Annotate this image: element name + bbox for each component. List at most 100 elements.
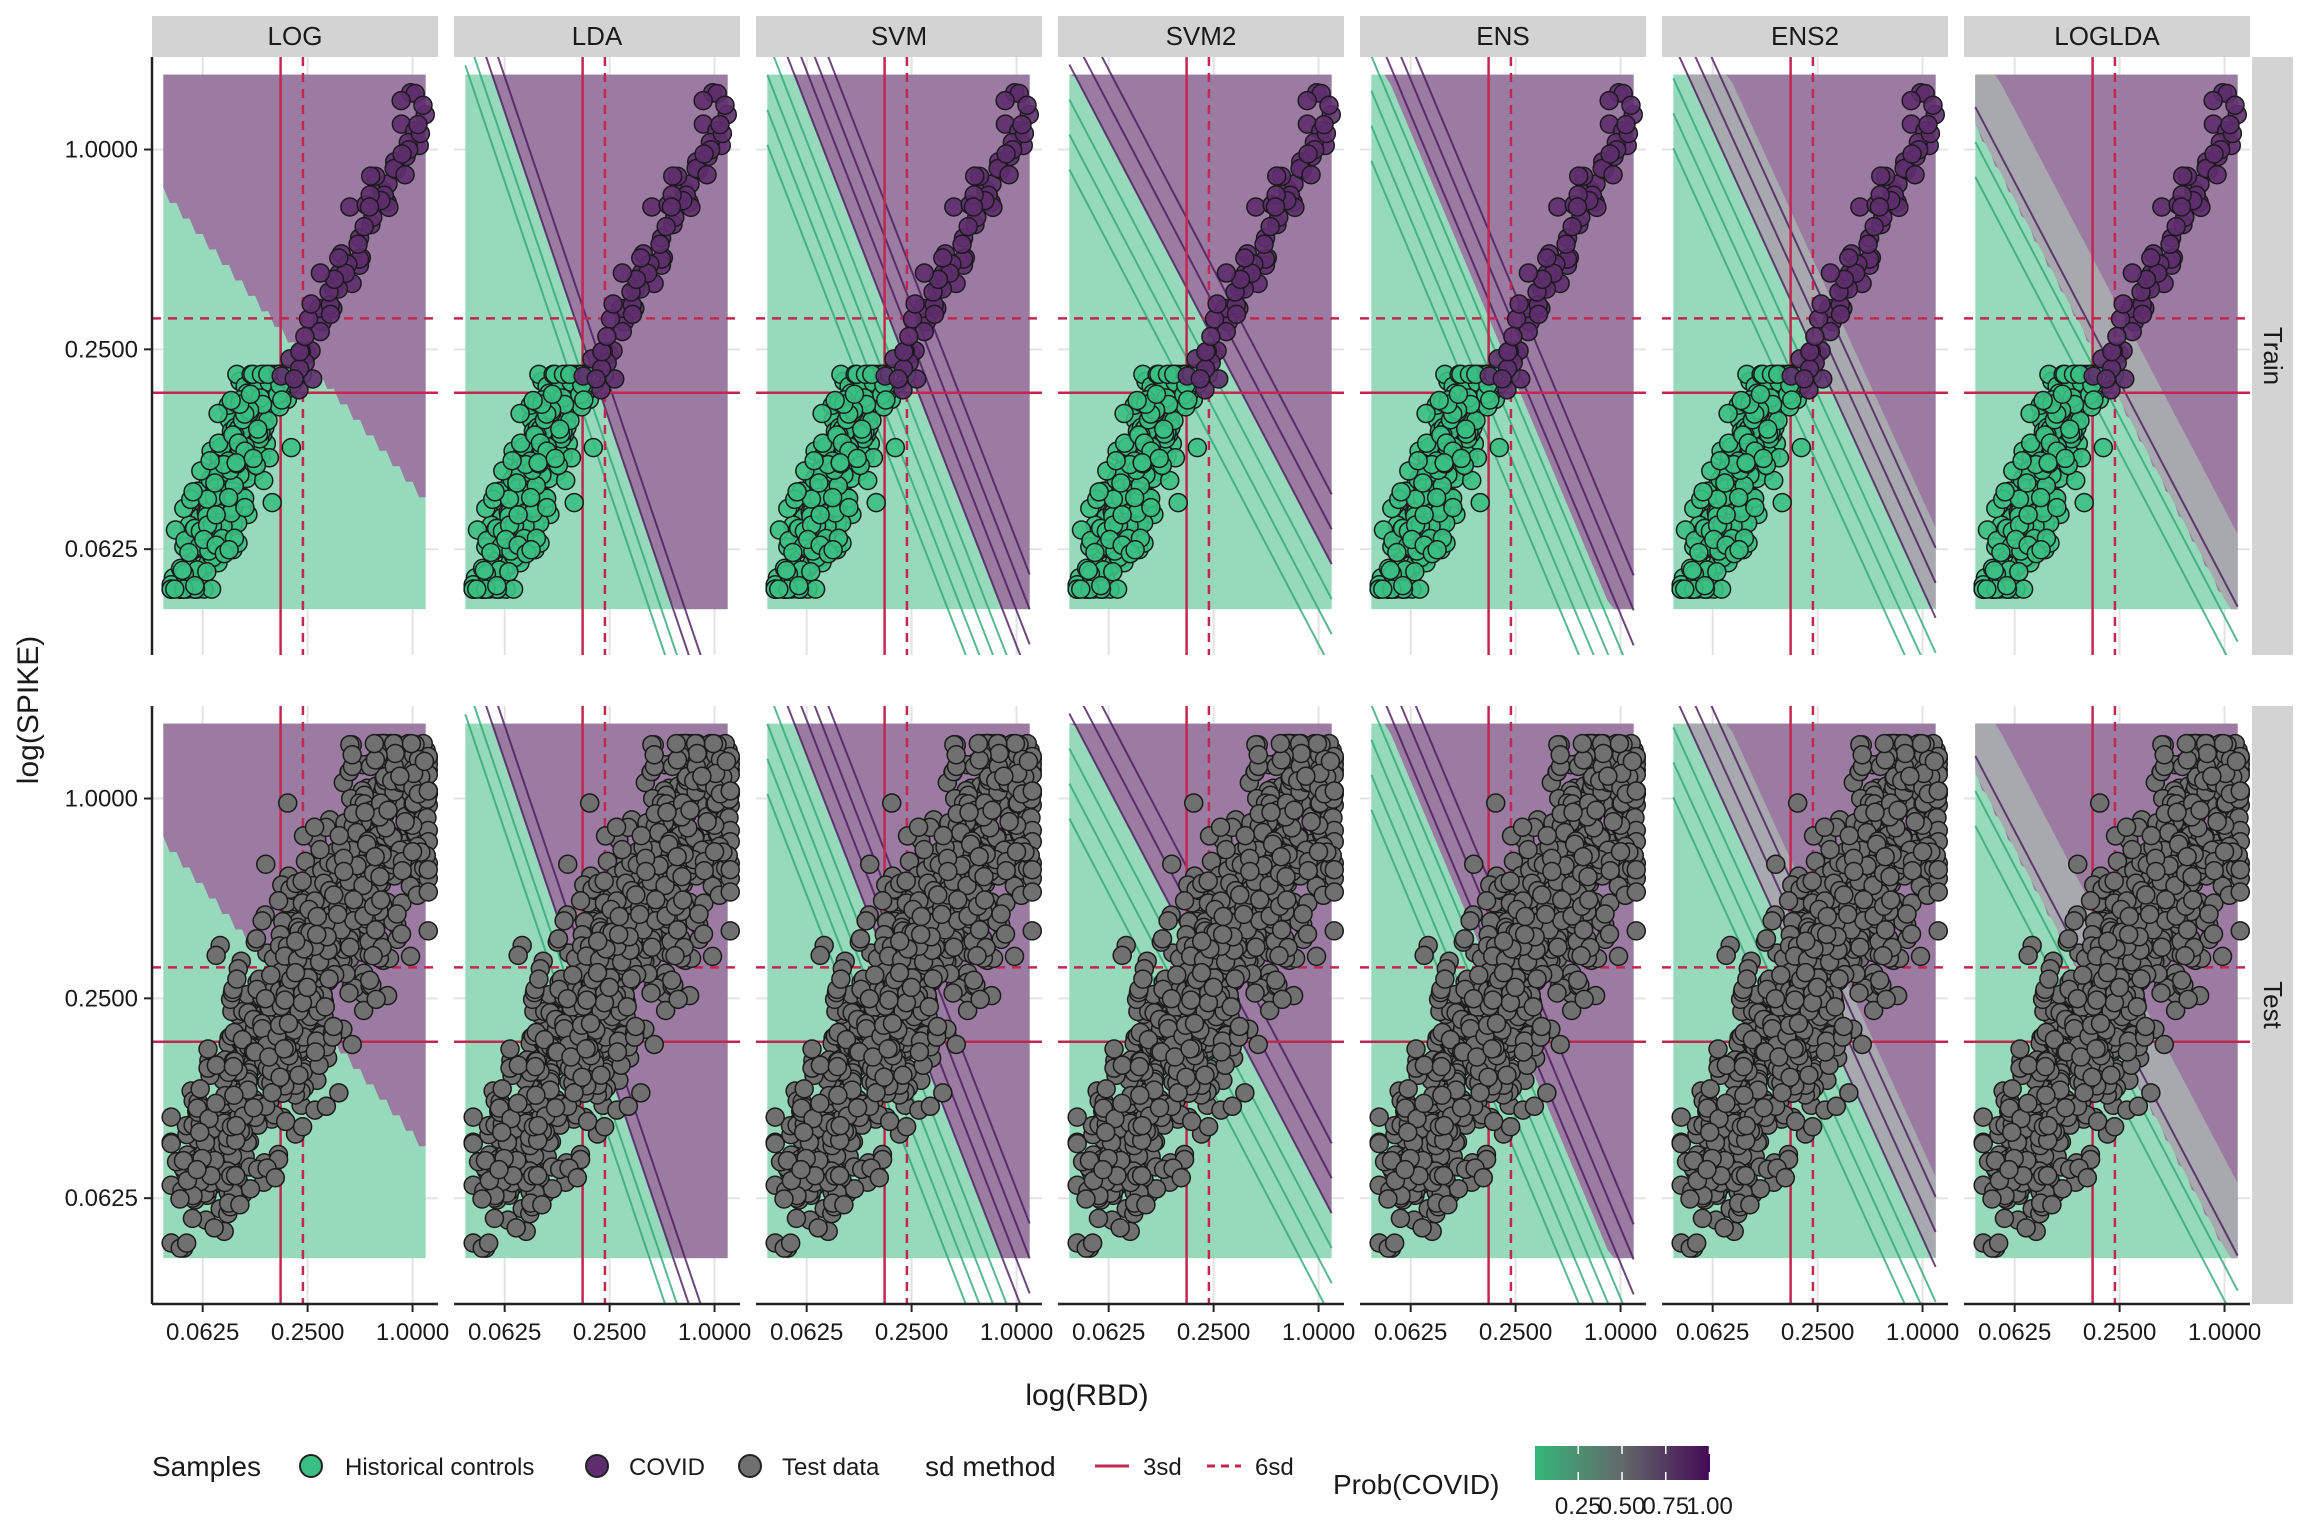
point-test (1104, 1039, 1124, 1059)
point-test (206, 1055, 227, 1076)
point-control (481, 542, 501, 563)
point-test (190, 1079, 210, 1099)
point-test (587, 931, 608, 951)
point-test (989, 743, 1009, 764)
point-test (896, 1116, 917, 1137)
point-control (502, 450, 522, 471)
point-test (355, 802, 375, 823)
point-test (1067, 1133, 1087, 1154)
point-test (224, 1085, 244, 1106)
point-test (1088, 1208, 1109, 1229)
point-test (612, 839, 632, 860)
point-control (183, 482, 203, 502)
point-test (969, 750, 990, 770)
point-control (564, 492, 584, 513)
point-test (1293, 904, 1313, 924)
point-test (1161, 854, 1182, 875)
point-covid (301, 294, 321, 314)
point-test (570, 891, 591, 911)
point-test (401, 733, 422, 754)
point-test (874, 1067, 894, 1087)
point-test (329, 825, 350, 846)
point-test (629, 904, 650, 925)
point-test (644, 1034, 664, 1055)
point-test (545, 1098, 566, 1118)
point-covid (295, 326, 315, 347)
point-test (395, 812, 415, 832)
point-test (923, 969, 943, 989)
point-test (668, 989, 688, 1010)
panel-svm2-train (1058, 57, 1344, 655)
point-control (1107, 579, 1128, 599)
point-test (1022, 882, 1043, 902)
point-test (161, 1107, 181, 1127)
point-test (365, 750, 386, 770)
point-test (307, 906, 328, 927)
point-test (646, 889, 666, 910)
point-test (901, 977, 922, 998)
point-covid (1314, 114, 1334, 135)
point-test (694, 860, 715, 881)
point-test (484, 1208, 505, 1229)
point-control (574, 390, 594, 410)
point-control (185, 575, 205, 596)
point-test (392, 860, 413, 881)
point-test (829, 1165, 850, 1186)
point-control (810, 505, 830, 525)
point-test (599, 977, 620, 998)
point-test (371, 890, 391, 910)
point-test (621, 969, 641, 989)
point-test (359, 970, 380, 990)
point-test (928, 885, 948, 905)
point-test (808, 1218, 828, 1238)
point-test (982, 800, 1002, 820)
point-test (641, 983, 661, 1003)
point-control (805, 579, 826, 599)
point-covid (1266, 166, 1287, 186)
point-test (189, 1122, 210, 1142)
point-test (292, 1116, 313, 1137)
point-test (1324, 921, 1345, 941)
point-test (720, 921, 741, 941)
point-test (666, 733, 687, 754)
point-covid (1265, 197, 1286, 217)
point-test (306, 924, 327, 945)
point-test (478, 1233, 499, 1253)
point-test (869, 1167, 890, 1188)
point-test (644, 745, 664, 765)
point-control (226, 452, 246, 473)
point-test (859, 854, 880, 875)
point-test (387, 904, 407, 924)
point-test (975, 890, 995, 910)
point-test (606, 817, 627, 837)
point-test (879, 990, 899, 1010)
point-control (1154, 419, 1174, 439)
point-test (665, 946, 685, 966)
point-test (344, 889, 364, 910)
point-test (872, 891, 893, 911)
point-covid (348, 234, 368, 255)
point-covid (888, 369, 908, 389)
point-control (583, 437, 604, 458)
point-test (830, 1115, 850, 1136)
point-control (281, 437, 302, 458)
point-test (402, 842, 423, 862)
point-test (919, 997, 940, 1017)
point-test (370, 866, 390, 887)
point-test (780, 1233, 801, 1253)
point-covid (963, 197, 984, 217)
point-covid (662, 166, 683, 186)
point-test (506, 1218, 526, 1238)
point-control (830, 452, 850, 473)
point-test (548, 929, 569, 949)
point-test (716, 751, 737, 772)
point-test (400, 946, 421, 967)
point-covid (1201, 326, 1221, 347)
point-test (591, 1065, 611, 1085)
point-test (572, 1067, 592, 1087)
point-control (240, 384, 261, 405)
point-test (607, 1042, 628, 1062)
point-control (528, 452, 548, 473)
point-test (969, 846, 989, 867)
